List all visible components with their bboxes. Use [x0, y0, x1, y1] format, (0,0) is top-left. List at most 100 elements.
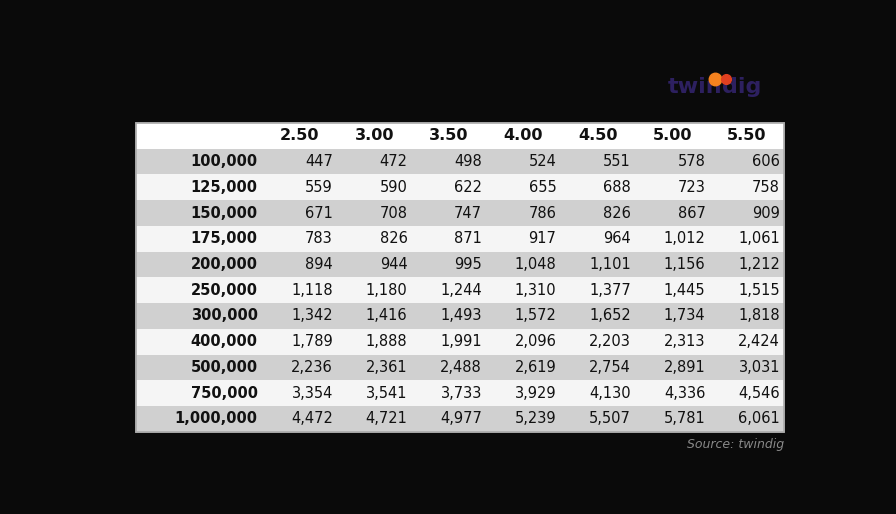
Text: dig: dig: [721, 78, 761, 98]
Text: 4,472: 4,472: [291, 411, 333, 427]
Text: 5.50: 5.50: [728, 128, 767, 143]
Text: 1,118: 1,118: [291, 283, 333, 298]
Text: 100,000: 100,000: [191, 154, 258, 169]
Bar: [136, 123, 784, 432]
Text: 1,212: 1,212: [738, 257, 780, 272]
Text: 3,929: 3,929: [515, 386, 556, 400]
Text: 1,310: 1,310: [515, 283, 556, 298]
Text: 894: 894: [306, 257, 333, 272]
Text: 3,354: 3,354: [291, 386, 333, 400]
Text: 4,546: 4,546: [738, 386, 780, 400]
Text: 3,031: 3,031: [738, 360, 780, 375]
Text: 655: 655: [529, 180, 556, 195]
Text: 150,000: 150,000: [191, 206, 258, 221]
Bar: [136, 252, 784, 278]
Text: 622: 622: [454, 180, 482, 195]
Text: 125,000: 125,000: [191, 180, 258, 195]
Text: 1,012: 1,012: [664, 231, 705, 246]
Text: 4,721: 4,721: [366, 411, 408, 427]
Text: 747: 747: [454, 206, 482, 221]
Text: 472: 472: [380, 154, 408, 169]
Text: 4,977: 4,977: [440, 411, 482, 427]
Text: 5,781: 5,781: [664, 411, 705, 427]
Text: 2,488: 2,488: [440, 360, 482, 375]
Bar: [136, 329, 784, 355]
Text: 1,493: 1,493: [441, 308, 482, 323]
Text: 783: 783: [306, 231, 333, 246]
Bar: [136, 174, 784, 200]
Text: 1,734: 1,734: [664, 308, 705, 323]
Text: 3.50: 3.50: [429, 128, 469, 143]
Text: 2,236: 2,236: [291, 360, 333, 375]
Text: 1,101: 1,101: [590, 257, 631, 272]
Text: 1,572: 1,572: [514, 308, 556, 323]
Text: 300,000: 300,000: [191, 308, 258, 323]
Text: 2,891: 2,891: [664, 360, 705, 375]
Text: 606: 606: [752, 154, 780, 169]
Text: 2,754: 2,754: [590, 360, 631, 375]
Text: 944: 944: [380, 257, 408, 272]
Text: 200,000: 200,000: [191, 257, 258, 272]
Text: 708: 708: [380, 206, 408, 221]
Text: 3.00: 3.00: [355, 128, 394, 143]
Text: 2,424: 2,424: [738, 334, 780, 349]
Text: 723: 723: [677, 180, 705, 195]
Bar: [136, 123, 784, 149]
Bar: [136, 123, 784, 432]
Text: 1,180: 1,180: [366, 283, 408, 298]
Text: 1,000,000: 1,000,000: [175, 411, 258, 427]
Text: 6,061: 6,061: [738, 411, 780, 427]
Text: 826: 826: [380, 231, 408, 246]
Text: 1,888: 1,888: [366, 334, 408, 349]
Text: 500,000: 500,000: [191, 360, 258, 375]
Text: 1,652: 1,652: [590, 308, 631, 323]
Text: 590: 590: [380, 180, 408, 195]
Text: 1,416: 1,416: [366, 308, 408, 323]
Text: 3,733: 3,733: [441, 386, 482, 400]
Text: 551: 551: [603, 154, 631, 169]
Text: 1,244: 1,244: [440, 283, 482, 298]
Bar: [136, 226, 784, 252]
Text: 2,313: 2,313: [664, 334, 705, 349]
Text: 1,445: 1,445: [664, 283, 705, 298]
Text: 5,239: 5,239: [515, 411, 556, 427]
Text: 758: 758: [752, 180, 780, 195]
Text: 4.00: 4.00: [504, 128, 543, 143]
Text: 964: 964: [603, 231, 631, 246]
Text: 688: 688: [603, 180, 631, 195]
Bar: [136, 380, 784, 406]
Text: 447: 447: [306, 154, 333, 169]
Text: 2,096: 2,096: [514, 334, 556, 349]
Text: 2,203: 2,203: [590, 334, 631, 349]
Text: 2,619: 2,619: [514, 360, 556, 375]
Text: 5.00: 5.00: [652, 128, 693, 143]
Text: 498: 498: [454, 154, 482, 169]
Text: 750,000: 750,000: [191, 386, 258, 400]
Text: 250,000: 250,000: [191, 283, 258, 298]
Text: 867: 867: [677, 206, 705, 221]
Text: 995: 995: [454, 257, 482, 272]
Text: Source: twindig: Source: twindig: [687, 438, 784, 451]
Text: 871: 871: [454, 231, 482, 246]
Text: 1,342: 1,342: [291, 308, 333, 323]
Text: 826: 826: [603, 206, 631, 221]
Text: 909: 909: [752, 206, 780, 221]
Bar: [136, 149, 784, 174]
Text: 400,000: 400,000: [191, 334, 258, 349]
Text: 917: 917: [529, 231, 556, 246]
Text: 559: 559: [306, 180, 333, 195]
Text: 4,130: 4,130: [590, 386, 631, 400]
Text: 1,377: 1,377: [590, 283, 631, 298]
Text: 5,507: 5,507: [590, 411, 631, 427]
Text: 4.50: 4.50: [578, 128, 617, 143]
Text: twin: twin: [668, 78, 722, 98]
Text: 786: 786: [529, 206, 556, 221]
Bar: [136, 406, 784, 432]
Text: 1,156: 1,156: [664, 257, 705, 272]
Text: 4,336: 4,336: [664, 386, 705, 400]
Bar: [136, 303, 784, 329]
Bar: [136, 278, 784, 303]
Text: 1,061: 1,061: [738, 231, 780, 246]
Text: 1,048: 1,048: [514, 257, 556, 272]
Text: 671: 671: [306, 206, 333, 221]
